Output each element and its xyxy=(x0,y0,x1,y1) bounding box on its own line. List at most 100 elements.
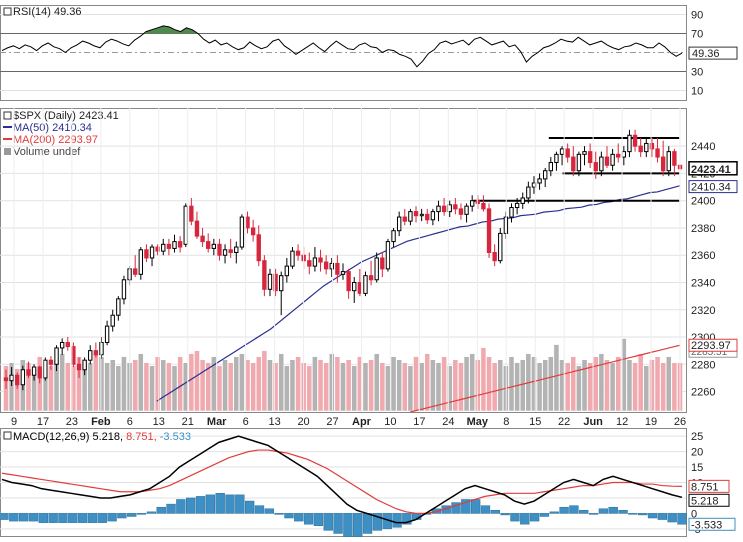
macd-histogram-bar xyxy=(87,513,98,523)
x-axis-label: 24 xyxy=(442,416,454,428)
macd-histogram-bar xyxy=(520,513,530,525)
candle-body xyxy=(469,200,475,207)
candle-body xyxy=(37,366,42,379)
candle-body xyxy=(352,281,357,292)
candle-body xyxy=(492,252,497,262)
candle-body xyxy=(26,369,31,376)
price-tick-label: 2360 xyxy=(691,250,715,262)
volume-bar xyxy=(413,356,419,412)
macd-histogram-bar xyxy=(195,496,206,514)
macd-histogram-bar xyxy=(402,513,412,525)
price-tick-label: 2440 xyxy=(691,141,715,153)
candle-body xyxy=(666,151,671,172)
x-axis-label: 27 xyxy=(326,416,338,428)
macd-histogram-bar xyxy=(333,513,343,534)
price-tick-label: 2400 xyxy=(691,196,715,208)
volume-bar xyxy=(205,362,211,412)
candle-body xyxy=(593,162,598,172)
candle-body xyxy=(559,148,565,155)
macd-histogram-bar xyxy=(647,513,658,519)
candle-body xyxy=(587,151,593,164)
price-tick-label: 2280 xyxy=(691,359,715,371)
rsi-line xyxy=(1,25,683,68)
x-axis-label: 23 xyxy=(66,416,78,428)
volume-label: Volume undef xyxy=(13,146,81,158)
macd-histogram-bar xyxy=(107,513,117,522)
candle-body xyxy=(121,279,127,300)
macd-histogram-bar xyxy=(58,513,68,523)
macd-histogram-bar xyxy=(284,513,294,519)
candle-body xyxy=(166,243,172,249)
x-axis-label: 20 xyxy=(297,416,309,428)
x-axis-label: 21 xyxy=(182,416,194,428)
candle-body xyxy=(245,216,250,229)
volume-bar xyxy=(121,356,127,412)
candle-body xyxy=(43,359,48,379)
macd-tick-label: 0 xyxy=(691,508,697,520)
macd-signal-tag-box xyxy=(688,479,730,493)
candle-body xyxy=(88,350,93,361)
candle-body xyxy=(3,377,9,382)
candle-body xyxy=(172,241,177,249)
macd-label: MACD(12,26,9) 5.218, 8.751, -3.533 xyxy=(13,431,191,443)
candle-body xyxy=(453,204,458,210)
price-tick-label: 2340 xyxy=(691,277,715,289)
volume-bar xyxy=(295,356,301,412)
candle-body xyxy=(374,257,379,281)
candle-body xyxy=(413,211,419,217)
candle-body xyxy=(273,273,278,292)
macd-histogram-bar xyxy=(136,513,147,515)
macd-histogram-bar xyxy=(529,513,540,522)
candle-body xyxy=(228,249,233,254)
volume-bar xyxy=(604,359,610,412)
candle-body xyxy=(177,241,183,248)
volume-bar xyxy=(244,359,251,412)
macd-histogram-bar xyxy=(500,513,510,516)
macd-value-tag-box xyxy=(688,493,730,507)
candle-body xyxy=(307,260,312,267)
volume-legend-swatch xyxy=(4,148,11,155)
candle-body xyxy=(638,145,643,153)
candle-body xyxy=(222,249,228,256)
volume-bar xyxy=(424,353,431,412)
volume-bar xyxy=(609,362,616,412)
candle-body xyxy=(82,359,87,371)
volume-bar xyxy=(194,350,200,412)
candle-body xyxy=(419,213,424,217)
volume-bar xyxy=(660,362,666,412)
price-legend-marker xyxy=(3,111,12,120)
volume-bar xyxy=(222,359,228,412)
rsi-tick-label: 90 xyxy=(691,10,703,22)
macd-histogram-bar xyxy=(677,513,687,525)
price-symbol-label: $SPX (Daily) 2423.41 xyxy=(13,110,119,122)
volume-bar xyxy=(233,356,240,412)
candle-body xyxy=(262,260,267,290)
volume-bar xyxy=(592,356,599,412)
volume-bar xyxy=(328,353,335,412)
candle-body xyxy=(481,202,486,210)
volume-bar xyxy=(553,344,560,412)
macd-histogram-bar xyxy=(9,513,19,522)
candle-body xyxy=(15,374,20,386)
candle-body xyxy=(346,271,351,292)
volume-bar xyxy=(519,359,526,412)
rsi-tick-label: 70 xyxy=(691,29,703,41)
macd-histogram-bar xyxy=(254,505,265,514)
candle-body xyxy=(441,205,447,213)
volume-bar xyxy=(345,359,352,412)
candle-body xyxy=(144,249,149,259)
macd-hist-tag: -3.533 xyxy=(691,519,722,531)
volume-bar xyxy=(255,356,262,412)
candle-body xyxy=(318,257,323,263)
macd-histogram-bar xyxy=(490,510,500,514)
volume-bar xyxy=(143,362,150,412)
macd-histogram-bar xyxy=(343,513,353,537)
macd-histogram-bar xyxy=(451,502,461,514)
x-axis-label: 8 xyxy=(503,416,509,428)
volume-bar xyxy=(396,359,402,412)
macd-histogram-bar xyxy=(205,494,216,514)
candle-body xyxy=(660,156,666,172)
macd-histogram-bar xyxy=(313,513,324,526)
candle-body xyxy=(116,298,121,316)
macd-histogram-bar xyxy=(176,499,186,514)
